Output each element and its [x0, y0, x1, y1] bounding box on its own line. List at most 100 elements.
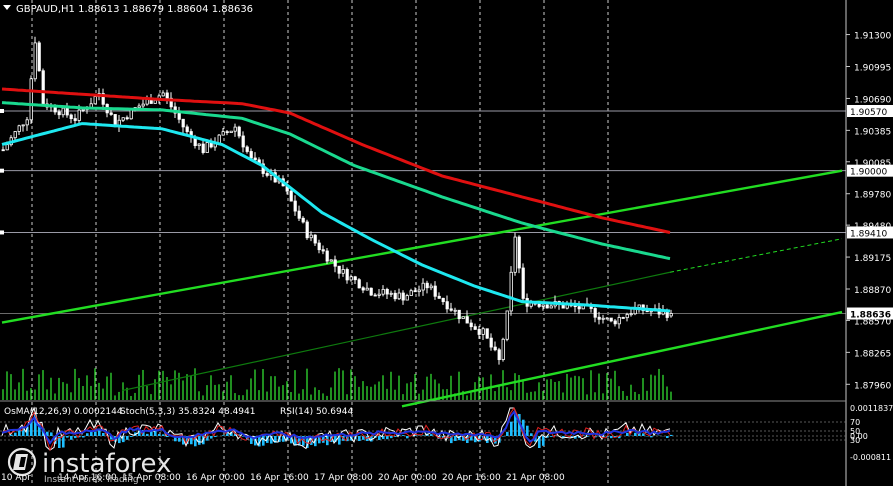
osma-bar: [22, 428, 25, 436]
watermark-brand: instaforex: [42, 449, 171, 479]
osma-bar: [70, 436, 73, 440]
osma-bar: [530, 433, 533, 436]
osma-bar: [466, 436, 469, 444]
candle-body: [65, 107, 69, 116]
osma-bar: [222, 435, 225, 436]
price-tick-label: 1.88570: [854, 317, 891, 327]
candle-body: [401, 292, 405, 301]
time-label: 21 Apr 08:00: [506, 473, 565, 483]
candle-body: [397, 292, 401, 300]
osma-bar: [74, 436, 77, 439]
candle-body: [217, 134, 221, 144]
osma-bar: [94, 431, 97, 436]
candle-body: [289, 190, 293, 202]
candle-body: [461, 316, 465, 320]
candle-body: [365, 287, 369, 291]
osma-bar: [514, 414, 517, 436]
price-tick-label: 1.90690: [854, 95, 891, 105]
channel-upper-line: [1, 169, 843, 324]
osma-bar: [462, 436, 465, 441]
osma-bar: [178, 436, 181, 442]
osma-bar: [618, 436, 621, 439]
candle-body: [549, 305, 553, 309]
oscillator-panel[interactable]: [0, 406, 846, 452]
osma-bar: [638, 431, 641, 436]
level-label: 1.89410: [850, 229, 887, 239]
candle-body: [153, 99, 157, 104]
osma-bar: [294, 436, 297, 446]
candle-body: [321, 249, 325, 252]
osma-bar: [66, 436, 69, 438]
candle-body: [41, 70, 45, 105]
osma-bar: [538, 436, 541, 448]
candle-body: [413, 290, 417, 293]
candle-body: [625, 313, 629, 319]
chevron-down-icon[interactable]: [3, 5, 11, 10]
candle-body: [409, 290, 413, 296]
price-axis[interactable]: 1.91300 1.90995 1.90690 1.90385 1.90085 1.897…: [846, 32, 891, 392]
candle-body: [57, 111, 61, 116]
candlestick-series: [1, 36, 673, 365]
osma-bar: [206, 436, 209, 441]
stoch-main-line: [1, 406, 671, 451]
watermark-tagline: Instant Forex Trading: [44, 475, 139, 485]
osma-bar: [546, 436, 549, 438]
osma-bar: [18, 429, 21, 436]
candle-body: [393, 292, 397, 300]
osma-bar: [274, 436, 277, 443]
candle-body: [381, 288, 385, 295]
time-axis[interactable]: 10 Apr 14 Apr 16:00 15 Apr 08:00 16 Apr 00:…: [1, 473, 565, 483]
osma-bar: [234, 432, 237, 436]
price-tick-label: 1.88870: [854, 286, 891, 296]
stoch-label: Stoch(5,3,3) 35.8324 48.4941: [120, 407, 255, 417]
candle-body: [541, 304, 545, 307]
candle-body: [465, 316, 469, 324]
osma-bar: [650, 436, 653, 438]
rsi-line: [1, 410, 671, 445]
candle-body: [145, 99, 149, 105]
candle-body: [29, 78, 33, 121]
time-label: 10 Apr: [1, 473, 31, 483]
osma-bar: [50, 432, 53, 436]
candle-body: [329, 259, 333, 262]
candle-body: [429, 285, 433, 289]
candle-body: [469, 322, 473, 328]
candle-body: [493, 346, 497, 351]
osma-bar: [402, 435, 405, 436]
osma-bar: [562, 436, 565, 439]
price-tick-label: 1.90995: [854, 63, 891, 73]
osma-min-label: -0.000811: [850, 453, 891, 462]
osma-bar: [474, 436, 477, 443]
time-label: 16 Apr 16:00: [250, 473, 309, 483]
candle-body: [325, 250, 329, 262]
oscillator-lines: [1, 406, 671, 452]
osma-bar: [14, 432, 17, 436]
candle-body: [505, 310, 509, 340]
osma-bar: [670, 434, 673, 436]
osma-bar: [642, 433, 645, 436]
candle-body: [577, 306, 581, 310]
osma-bar: [610, 436, 613, 439]
osma-bar: [182, 436, 185, 445]
osma-bar: [130, 436, 133, 437]
osma-bar: [122, 436, 125, 443]
candle-body: [537, 303, 541, 307]
osma-bar: [370, 436, 373, 442]
current-price-label-bg: [847, 307, 893, 320]
ema_mid-line: [1, 101, 671, 261]
osma-bar: [570, 436, 573, 438]
candle-body: [481, 328, 485, 335]
main-price-panel[interactable]: [0, 0, 846, 486]
candle-body: [477, 328, 481, 335]
osma-bar: [422, 435, 425, 436]
osma-bar: [142, 430, 145, 436]
instaforex-logo-icon: [7, 447, 37, 477]
osma-bar: [450, 436, 453, 444]
candle-body: [237, 126, 241, 137]
candle-body: [457, 309, 461, 320]
instaforex-watermark: instaforex Instant Forex Trading: [7, 447, 171, 485]
candle-body: [229, 130, 233, 134]
candle-body: [353, 276, 357, 281]
candle-body: [601, 317, 605, 320]
